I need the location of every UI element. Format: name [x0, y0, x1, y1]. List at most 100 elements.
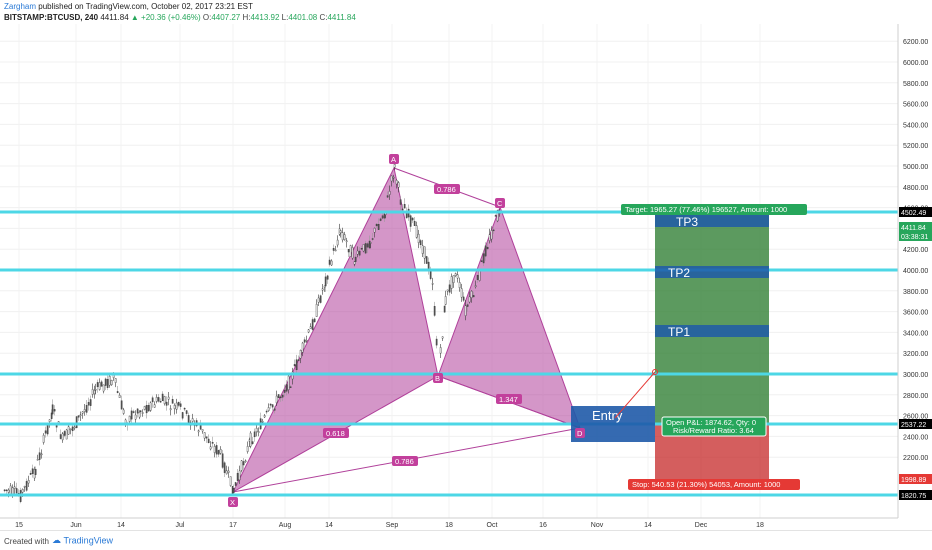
- price-tick-label: 3200.00: [903, 351, 928, 358]
- candle-body: [25, 481, 28, 491]
- time-tick-label: Aug: [279, 522, 292, 529]
- tp2-box[interactable]: [655, 266, 769, 278]
- candle-body: [187, 415, 190, 423]
- candle-body: [171, 399, 174, 404]
- candle-body: [136, 408, 139, 414]
- price-tag-bg: [899, 419, 932, 429]
- candle-body: [448, 284, 451, 293]
- price-axis[interactable]: 6200.00 6000.00 5800.00 5600.00 5400.00 5200.…: [903, 39, 928, 462]
- price-tag-label: 03:38:31: [901, 234, 928, 241]
- candle-body: [128, 415, 131, 422]
- candle-body: [221, 453, 224, 468]
- time-axis[interactable]: 15 Jun 14 Jul 17 Aug 14 Sep 18 Oct 16 Nov 14 Dec 18: [15, 522, 764, 529]
- candle-body: [419, 240, 422, 246]
- tp1-label: TP1: [668, 325, 690, 339]
- candle-body: [244, 460, 247, 463]
- candle-body: [462, 296, 465, 301]
- price-tick-label: 5400.00: [903, 122, 928, 129]
- candle-body: [353, 261, 356, 265]
- ratio-xb-bg: [323, 428, 349, 438]
- candle-body: [466, 304, 469, 307]
- candle-body: [388, 191, 391, 195]
- candle-body: [484, 245, 487, 257]
- candle-body: [15, 488, 18, 494]
- pnl-line1: Open P&L: 1874.62, Qty: 0: [666, 418, 756, 427]
- candle-body: [242, 461, 245, 466]
- symbol-name[interactable]: BITSTAMP:BTCUSD, 240: [4, 13, 99, 22]
- candle-body: [91, 389, 94, 395]
- candle-body: [51, 404, 54, 415]
- candle-body: [341, 232, 344, 241]
- candle-body: [415, 225, 418, 238]
- candle-body: [492, 229, 495, 232]
- ratio-xb: 0.618: [326, 429, 345, 438]
- candle-body: [386, 195, 389, 198]
- candle-body: [429, 271, 432, 279]
- candle-body: [303, 339, 306, 343]
- point-c-label: C: [497, 199, 503, 208]
- candle-body: [67, 426, 70, 435]
- pnl-line2: Risk/Reward Ratio: 3.64: [673, 426, 754, 435]
- candle-body: [71, 426, 74, 432]
- price-tick-label: 5800.00: [903, 81, 928, 88]
- candle-body: [297, 359, 300, 361]
- candle-body: [3, 489, 6, 492]
- time-tick-label: Sep: [386, 522, 399, 529]
- candle-body: [364, 243, 367, 254]
- candle-body: [267, 407, 270, 411]
- candle-body: [5, 489, 8, 492]
- candle-body: [185, 410, 188, 414]
- candle-body: [328, 259, 331, 265]
- candle-body: [281, 394, 284, 398]
- candle-body: [293, 364, 296, 367]
- stop-label-bg: [628, 479, 800, 490]
- candle-body: [390, 175, 393, 182]
- candle-body: [53, 409, 56, 412]
- candle-body: [238, 470, 241, 481]
- time-tick-label: 18: [756, 522, 764, 529]
- candle-body: [482, 253, 485, 264]
- profit-zone[interactable]: [655, 212, 769, 423]
- high-value: 4413.92: [250, 13, 280, 22]
- candle-body: [46, 424, 49, 435]
- author-link[interactable]: Zargham: [4, 2, 37, 11]
- candle-body: [336, 239, 339, 246]
- price-tick-label: 6200.00: [903, 39, 928, 46]
- candle-body: [96, 382, 99, 388]
- candle-body: [393, 164, 396, 168]
- candle-body: [143, 406, 146, 410]
- candle-body: [201, 429, 204, 432]
- candle-body: [472, 295, 475, 298]
- price-tick-label: 4200.00: [903, 247, 928, 254]
- candle-body: [409, 215, 412, 227]
- tp1-box[interactable]: [655, 325, 769, 337]
- price-tick-label: 2800.00: [903, 393, 928, 400]
- candle-body: [413, 220, 416, 226]
- tp3-box[interactable]: [655, 215, 769, 227]
- candle-body: [373, 227, 376, 233]
- footer: Created with ☁ TradingView: [0, 530, 932, 550]
- tradingview-logo[interactable]: ☁ TradingView: [52, 535, 113, 546]
- time-tick-label: Jul: [176, 522, 185, 529]
- candle-body: [48, 419, 51, 422]
- target-label: Target: 1965.27 (77.46%) 196527, Amount:…: [625, 205, 787, 214]
- candle-body: [21, 489, 24, 493]
- time-tick-label: 15: [15, 522, 23, 529]
- point-d-bg: [575, 428, 585, 438]
- candle-body: [334, 249, 337, 252]
- price-chart[interactable]: TP3 TP2 TP1 Entry Target: 1965.27 (77.46…: [0, 24, 932, 530]
- candle-body: [349, 245, 352, 257]
- price-tag-bg: [899, 207, 932, 217]
- candle-body: [249, 432, 252, 447]
- candle-body: [106, 379, 109, 388]
- candle-body: [330, 260, 333, 266]
- candle-body: [315, 303, 318, 317]
- candle-body: [98, 382, 101, 390]
- candle-body: [343, 234, 346, 240]
- candle-body: [456, 274, 459, 279]
- candle-body: [377, 223, 380, 230]
- candle-body: [470, 290, 473, 298]
- candle-body: [332, 248, 335, 251]
- candle-body: [132, 411, 135, 413]
- candle-body: [478, 270, 481, 281]
